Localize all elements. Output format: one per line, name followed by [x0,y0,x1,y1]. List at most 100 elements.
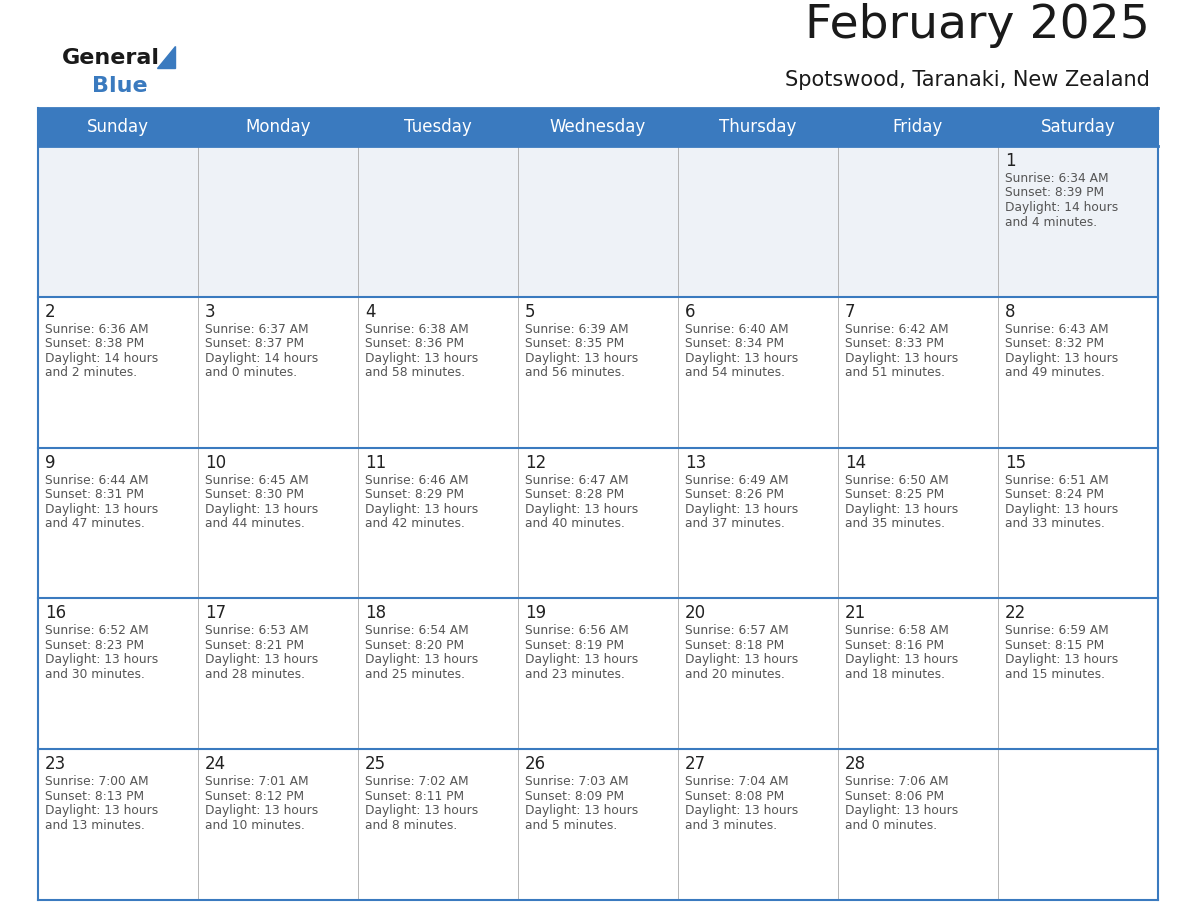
Text: 13: 13 [685,453,706,472]
Text: 24: 24 [206,756,226,773]
Text: Sunrise: 7:04 AM: Sunrise: 7:04 AM [685,775,789,789]
Text: Sunrise: 6:49 AM: Sunrise: 6:49 AM [685,474,789,487]
Text: Sunrise: 6:58 AM: Sunrise: 6:58 AM [845,624,949,637]
Text: Saturday: Saturday [1041,118,1116,136]
Text: Daylight: 13 hours: Daylight: 13 hours [45,654,158,666]
Text: Sunrise: 6:51 AM: Sunrise: 6:51 AM [1005,474,1108,487]
Text: Sunrise: 6:50 AM: Sunrise: 6:50 AM [845,474,949,487]
Text: 9: 9 [45,453,56,472]
Bar [38,749,1158,900]
Text: Daylight: 13 hours: Daylight: 13 hours [525,502,638,516]
Text: Sunrise: 6:52 AM: Sunrise: 6:52 AM [45,624,148,637]
Text: Sunset: 8:06 PM: Sunset: 8:06 PM [845,789,944,802]
Text: Daylight: 13 hours: Daylight: 13 hours [845,502,959,516]
Text: Sunrise: 7:00 AM: Sunrise: 7:00 AM [45,775,148,789]
Text: and 44 minutes.: and 44 minutes. [206,517,305,530]
Text: Sunrise: 7:06 AM: Sunrise: 7:06 AM [845,775,949,789]
Bar [38,108,1158,146]
Text: 4: 4 [365,303,375,320]
Text: Sunset: 8:12 PM: Sunset: 8:12 PM [206,789,304,802]
Text: 12: 12 [525,453,546,472]
Text: Monday: Monday [245,118,311,136]
Text: Sunset: 8:26 PM: Sunset: 8:26 PM [685,488,784,501]
Text: Daylight: 14 hours: Daylight: 14 hours [45,352,158,364]
Text: and 23 minutes.: and 23 minutes. [525,668,625,681]
Text: Sunset: 8:11 PM: Sunset: 8:11 PM [365,789,465,802]
Text: 28: 28 [845,756,866,773]
Text: Sunset: 8:34 PM: Sunset: 8:34 PM [685,337,784,351]
Text: Daylight: 13 hours: Daylight: 13 hours [365,804,479,817]
Text: Sunset: 8:36 PM: Sunset: 8:36 PM [365,337,465,351]
Text: Daylight: 13 hours: Daylight: 13 hours [685,804,798,817]
Text: and 8 minutes.: and 8 minutes. [365,819,457,832]
Text: Sunrise: 6:39 AM: Sunrise: 6:39 AM [525,323,628,336]
Text: Daylight: 13 hours: Daylight: 13 hours [206,804,318,817]
Text: Sunrise: 6:47 AM: Sunrise: 6:47 AM [525,474,628,487]
Text: Daylight: 13 hours: Daylight: 13 hours [685,654,798,666]
Text: 1: 1 [1005,152,1016,170]
Text: Daylight: 13 hours: Daylight: 13 hours [845,352,959,364]
Text: 27: 27 [685,756,706,773]
Bar [38,297,1158,448]
Text: Daylight: 13 hours: Daylight: 13 hours [365,502,479,516]
Text: Sunrise: 6:44 AM: Sunrise: 6:44 AM [45,474,148,487]
Text: Daylight: 13 hours: Daylight: 13 hours [525,654,638,666]
Text: and 10 minutes.: and 10 minutes. [206,819,305,832]
Text: Sunrise: 6:53 AM: Sunrise: 6:53 AM [206,624,309,637]
Text: 15: 15 [1005,453,1026,472]
Polygon shape [157,46,175,68]
Text: Sunrise: 6:54 AM: Sunrise: 6:54 AM [365,624,469,637]
Text: Sunset: 8:38 PM: Sunset: 8:38 PM [45,337,144,351]
Text: Sunset: 8:21 PM: Sunset: 8:21 PM [206,639,304,652]
Text: Tuesday: Tuesday [404,118,472,136]
Text: Sunrise: 6:45 AM: Sunrise: 6:45 AM [206,474,309,487]
Text: and 30 minutes.: and 30 minutes. [45,668,145,681]
Text: and 56 minutes.: and 56 minutes. [525,366,625,379]
Text: Sunset: 8:39 PM: Sunset: 8:39 PM [1005,186,1104,199]
Text: Daylight: 14 hours: Daylight: 14 hours [206,352,318,364]
Text: 21: 21 [845,604,866,622]
Text: Sunday: Sunday [87,118,148,136]
Text: Sunset: 8:08 PM: Sunset: 8:08 PM [685,789,784,802]
Text: Sunset: 8:30 PM: Sunset: 8:30 PM [206,488,304,501]
Text: and 3 minutes.: and 3 minutes. [685,819,777,832]
Text: Sunset: 8:32 PM: Sunset: 8:32 PM [1005,337,1104,351]
Text: Sunset: 8:33 PM: Sunset: 8:33 PM [845,337,944,351]
Text: Sunset: 8:15 PM: Sunset: 8:15 PM [1005,639,1105,652]
Text: Sunrise: 7:02 AM: Sunrise: 7:02 AM [365,775,468,789]
Text: Daylight: 13 hours: Daylight: 13 hours [525,352,638,364]
Text: Daylight: 13 hours: Daylight: 13 hours [1005,352,1118,364]
Text: and 18 minutes.: and 18 minutes. [845,668,944,681]
Text: 10: 10 [206,453,226,472]
Text: Sunrise: 6:43 AM: Sunrise: 6:43 AM [1005,323,1108,336]
Text: Sunrise: 6:42 AM: Sunrise: 6:42 AM [845,323,949,336]
Text: Daylight: 13 hours: Daylight: 13 hours [685,352,798,364]
Text: Sunset: 8:35 PM: Sunset: 8:35 PM [525,337,624,351]
Text: Spotswood, Taranaki, New Zealand: Spotswood, Taranaki, New Zealand [785,70,1150,90]
Text: and 0 minutes.: and 0 minutes. [845,819,937,832]
Text: Daylight: 13 hours: Daylight: 13 hours [365,654,479,666]
Text: 23: 23 [45,756,67,773]
Text: 18: 18 [365,604,386,622]
Text: Sunset: 8:28 PM: Sunset: 8:28 PM [525,488,624,501]
Bar [38,146,1158,297]
Text: 11: 11 [365,453,386,472]
Text: and 20 minutes.: and 20 minutes. [685,668,785,681]
Text: and 5 minutes.: and 5 minutes. [525,819,618,832]
Text: and 28 minutes.: and 28 minutes. [206,668,305,681]
Text: 16: 16 [45,604,67,622]
Text: 2: 2 [45,303,56,320]
Text: and 37 minutes.: and 37 minutes. [685,517,785,530]
Text: and 4 minutes.: and 4 minutes. [1005,216,1098,229]
Text: February 2025: February 2025 [805,3,1150,48]
Text: Daylight: 13 hours: Daylight: 13 hours [45,804,158,817]
Text: and 58 minutes.: and 58 minutes. [365,366,466,379]
Text: 25: 25 [365,756,386,773]
Text: Daylight: 13 hours: Daylight: 13 hours [45,502,158,516]
Text: Sunset: 8:29 PM: Sunset: 8:29 PM [365,488,465,501]
Text: Daylight: 13 hours: Daylight: 13 hours [206,502,318,516]
Text: Sunrise: 6:46 AM: Sunrise: 6:46 AM [365,474,468,487]
Text: Sunrise: 6:36 AM: Sunrise: 6:36 AM [45,323,148,336]
Text: and 0 minutes.: and 0 minutes. [206,366,297,379]
Text: 7: 7 [845,303,855,320]
